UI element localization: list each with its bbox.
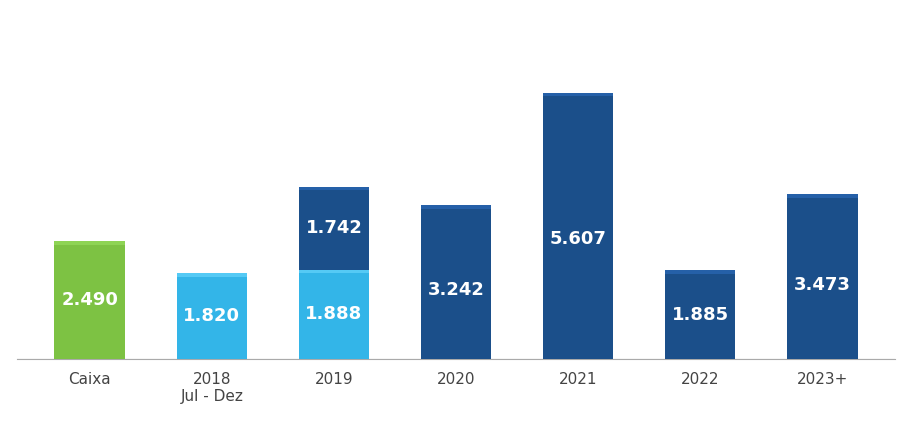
Bar: [786, 194, 856, 198]
Bar: [420, 205, 491, 209]
Bar: [420, 205, 491, 360]
Bar: [177, 273, 247, 360]
Bar: [664, 270, 734, 274]
Bar: [542, 93, 613, 96]
Text: 2.490: 2.490: [61, 291, 118, 309]
Text: 3.242: 3.242: [427, 281, 484, 299]
Bar: [298, 269, 369, 360]
Text: 3.473: 3.473: [793, 276, 850, 294]
Text: 5.607: 5.607: [549, 230, 606, 248]
Text: 1.888: 1.888: [305, 306, 363, 323]
Bar: [55, 241, 125, 245]
Bar: [177, 273, 247, 277]
Bar: [664, 270, 734, 360]
Bar: [55, 241, 125, 360]
Text: 1.742: 1.742: [305, 219, 362, 237]
Text: 1.885: 1.885: [670, 306, 728, 324]
Bar: [298, 269, 369, 273]
Bar: [786, 194, 856, 360]
Bar: [298, 187, 369, 190]
Bar: [542, 93, 613, 360]
Text: 1.820: 1.820: [183, 307, 241, 325]
Bar: [298, 187, 369, 269]
